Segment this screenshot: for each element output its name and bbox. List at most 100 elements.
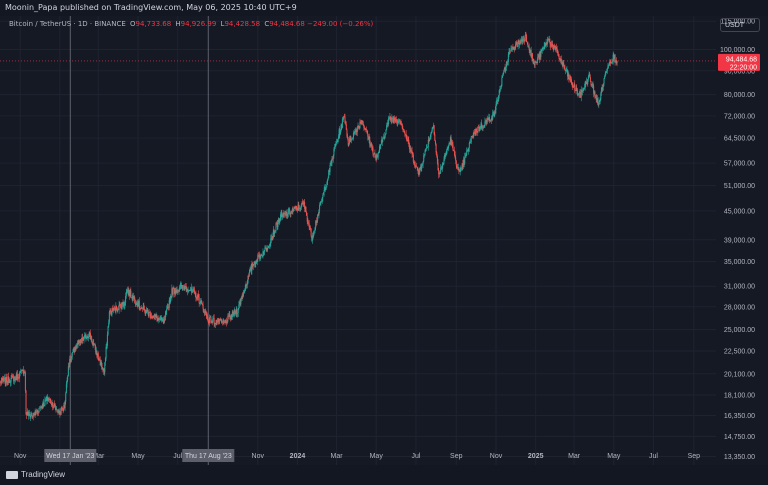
candle-body [45, 399, 47, 401]
candle-body [143, 306, 145, 309]
candle-body [406, 138, 408, 142]
candle-body [553, 45, 555, 50]
candle-body [421, 165, 423, 169]
candle-body [61, 408, 63, 410]
candle-body [385, 129, 387, 135]
candle-body [564, 67, 566, 71]
candle-body [606, 71, 608, 72]
candle-body [420, 166, 422, 169]
date-marker-label-bg [182, 449, 235, 462]
candle-body [67, 366, 69, 377]
candle-body [561, 62, 563, 66]
candle-body [612, 54, 614, 61]
candle-body [364, 128, 366, 130]
candle-body [157, 317, 159, 322]
candle-body [241, 295, 243, 298]
close-value: 94,484.68 [269, 20, 305, 28]
candle-body [221, 321, 223, 323]
candle-body [410, 150, 412, 152]
candle-body [95, 351, 97, 353]
candle-body [464, 154, 466, 157]
candle-body [255, 260, 257, 264]
candle-body [270, 238, 272, 240]
candle-body [186, 288, 188, 292]
candle-body [287, 209, 289, 215]
candle-body [347, 138, 349, 146]
candle-body [524, 35, 526, 42]
bottom-bar [0, 465, 768, 485]
candle-body [589, 73, 591, 78]
candle-body [295, 206, 297, 209]
candle-body [136, 302, 138, 305]
candle-body [414, 162, 416, 166]
price-tick-label: 80,000.00 [724, 92, 755, 99]
currency-button[interactable]: USDT [720, 18, 760, 32]
candle-body [206, 315, 208, 317]
candle-body [261, 254, 263, 257]
candle-body [423, 154, 425, 162]
candle-body [312, 235, 314, 237]
candle-body [304, 202, 306, 209]
candle-body [0, 381, 2, 384]
candle-body [219, 318, 221, 321]
candle-body [496, 99, 498, 101]
candle-body [8, 380, 10, 383]
candle-body [468, 148, 470, 152]
candle-body [548, 38, 550, 43]
price-tick-label: 45,000.00 [724, 208, 755, 215]
candle-body [246, 283, 248, 285]
candle-body [102, 368, 104, 372]
candle-body [33, 412, 35, 414]
candle-body [610, 62, 612, 64]
candle-body [429, 137, 431, 139]
candle-body [535, 62, 537, 63]
candle-body [317, 214, 319, 221]
price-chart[interactable]: 13,350.00 14,750.00 16,350.00 18,100.00 20,1… [0, 16, 768, 465]
candle-body [129, 289, 131, 297]
candle-body [305, 207, 307, 213]
symbol-title[interactable]: Bitcoin / TetherUS · 1D · BINANCE [9, 20, 126, 28]
candle-body [218, 318, 220, 324]
candle-body [605, 71, 607, 73]
candle-body [341, 124, 343, 128]
candle-body [170, 295, 172, 303]
candle-body [338, 129, 340, 137]
candle-body [490, 120, 492, 122]
candle-body [168, 300, 170, 308]
candle-body [171, 288, 173, 298]
candle-body [302, 203, 304, 205]
candle-body [496, 100, 498, 105]
candle-body [112, 310, 114, 312]
candle-body [207, 315, 209, 320]
candle-body [346, 129, 348, 137]
candle-body [395, 119, 397, 122]
candle-body [461, 163, 463, 169]
candle-body [233, 313, 235, 316]
candle-body [38, 408, 40, 413]
candle-body [349, 138, 351, 144]
candle-body [104, 358, 106, 363]
tradingview-logo[interactable]: TradingView [6, 470, 65, 479]
candle-body [151, 316, 153, 318]
candle-body [254, 261, 256, 265]
candle-body [155, 315, 157, 318]
candle-body [196, 298, 198, 299]
candle-body [424, 150, 426, 155]
candle-body [225, 319, 227, 322]
candle-body [584, 87, 586, 89]
candle-body [502, 75, 504, 78]
candle-body [229, 314, 231, 317]
candle-body [27, 412, 29, 416]
candle-body [43, 405, 45, 407]
candle-body [89, 332, 91, 334]
candle-body [462, 163, 464, 168]
candle-body [427, 139, 429, 148]
candle-body [549, 42, 551, 45]
price-tick-label: 20,100.00 [724, 371, 755, 378]
candle-body [422, 161, 424, 165]
candle-body [339, 129, 341, 135]
candle-body [468, 142, 470, 149]
candle-body [430, 133, 432, 138]
candle-body [398, 120, 400, 122]
candle-body [239, 301, 241, 305]
